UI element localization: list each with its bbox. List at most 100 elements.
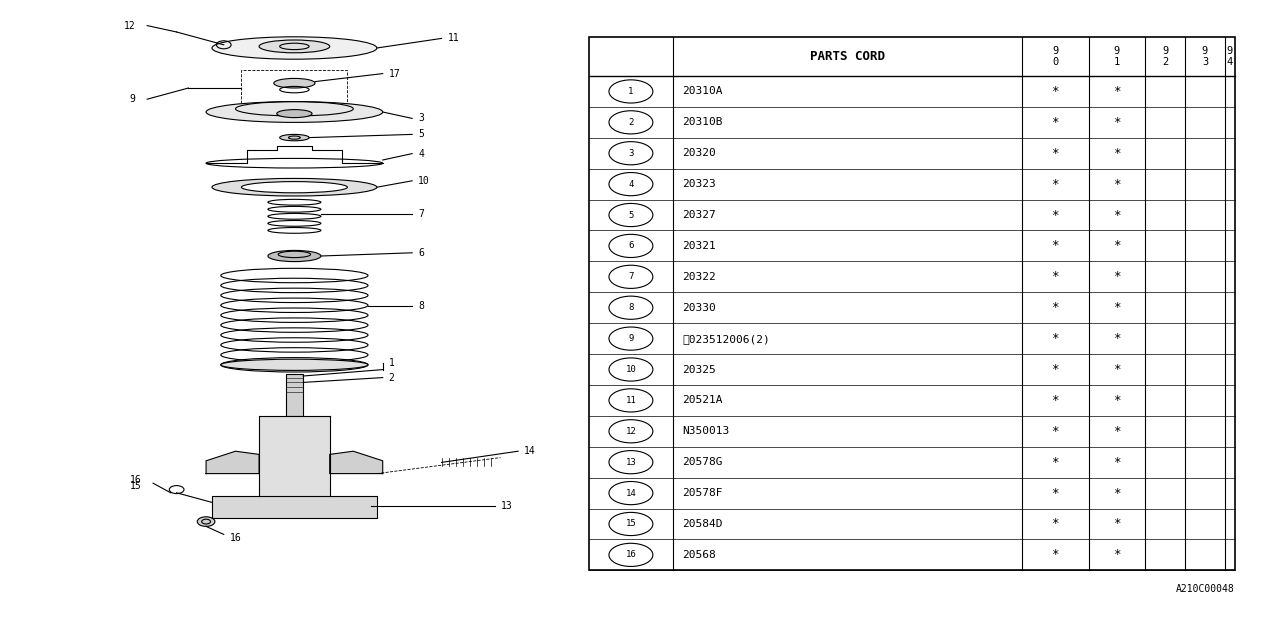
Circle shape [609,543,653,566]
Ellipse shape [268,250,321,262]
Text: PARTS CORD: PARTS CORD [810,50,884,63]
Text: 11: 11 [448,33,460,44]
Text: *: * [1114,239,1120,252]
Text: *: * [1114,85,1120,98]
Text: 5: 5 [419,129,424,140]
Text: 20327: 20327 [682,210,717,220]
Text: 9: 9 [628,334,634,343]
Circle shape [609,481,653,505]
Text: 16: 16 [229,532,242,543]
Text: 4: 4 [628,180,634,189]
Text: 8: 8 [628,303,634,312]
Text: 20578F: 20578F [682,488,723,498]
Text: *: * [1051,394,1059,407]
Circle shape [609,451,653,474]
Circle shape [609,327,653,350]
Circle shape [609,296,653,319]
Text: *: * [1051,209,1059,221]
Text: 12: 12 [626,427,636,436]
Text: *: * [1114,147,1120,160]
Circle shape [609,358,653,381]
Text: 20578G: 20578G [682,457,723,467]
Ellipse shape [212,179,376,196]
Text: 20320: 20320 [682,148,717,158]
Text: *: * [1114,394,1120,407]
Text: 2: 2 [389,372,394,383]
Text: 20321: 20321 [682,241,717,251]
Polygon shape [330,451,383,474]
Text: *: * [1114,456,1120,468]
Ellipse shape [206,102,383,122]
Text: *: * [1114,363,1120,376]
Text: 5: 5 [628,211,634,220]
Text: *: * [1051,363,1059,376]
Circle shape [609,141,653,165]
Ellipse shape [259,40,330,52]
Text: A210C00048: A210C00048 [1176,584,1235,595]
Text: 12: 12 [124,20,136,31]
Bar [242,70,347,106]
Text: 8: 8 [419,301,424,310]
Text: *: * [1114,209,1120,221]
Text: 20568: 20568 [682,550,717,560]
Text: 9
2: 9 2 [1162,46,1169,67]
Text: *: * [1114,486,1120,500]
Polygon shape [206,451,259,474]
Text: 16: 16 [626,550,636,559]
Text: 17: 17 [389,68,401,79]
Text: 15: 15 [129,481,141,492]
Text: *: * [1114,425,1120,438]
Text: N350013: N350013 [682,426,730,436]
Text: *: * [1114,518,1120,531]
Bar [285,374,303,416]
Text: *: * [1051,486,1059,500]
Circle shape [609,204,653,227]
Text: *: * [1051,270,1059,284]
Text: ⓝ023512006(2): ⓝ023512006(2) [682,333,771,344]
Text: *: * [1051,425,1059,438]
Bar [589,37,1235,570]
Circle shape [609,513,653,536]
Text: 7: 7 [628,272,634,282]
Text: *: * [1051,85,1059,98]
Text: 9
4: 9 4 [1226,46,1233,67]
Circle shape [609,173,653,196]
Text: 3: 3 [628,148,634,157]
Text: *: * [1114,270,1120,284]
Text: 6: 6 [628,241,634,250]
Ellipse shape [242,182,347,193]
Ellipse shape [221,359,369,371]
Text: 14: 14 [626,488,636,497]
Text: 20322: 20322 [682,272,717,282]
Text: 9
0: 9 0 [1052,46,1059,67]
Text: *: * [1051,178,1059,191]
Text: *: * [1051,301,1059,314]
Text: 6: 6 [419,248,424,258]
Circle shape [609,234,653,257]
Text: *: * [1051,147,1059,160]
Circle shape [609,265,653,289]
Text: *: * [1114,548,1120,561]
Text: *: * [1051,116,1059,129]
Ellipse shape [197,517,215,526]
Circle shape [609,80,653,103]
Text: *: * [1114,301,1120,314]
Text: 13: 13 [626,458,636,467]
Text: 2: 2 [628,118,634,127]
Text: 20330: 20330 [682,303,717,313]
Text: 10: 10 [626,365,636,374]
Text: 7: 7 [419,209,424,220]
Text: 1: 1 [389,358,394,368]
Polygon shape [212,496,376,518]
Text: 9: 9 [129,94,136,104]
Text: 20310A: 20310A [682,86,723,97]
Text: *: * [1051,548,1059,561]
Text: 20310B: 20310B [682,117,723,127]
Text: *: * [1051,332,1059,345]
Ellipse shape [274,79,315,88]
Ellipse shape [276,109,312,118]
Text: *: * [1051,456,1059,468]
Text: 20584D: 20584D [682,519,723,529]
Ellipse shape [212,36,376,60]
Text: *: * [1051,518,1059,531]
